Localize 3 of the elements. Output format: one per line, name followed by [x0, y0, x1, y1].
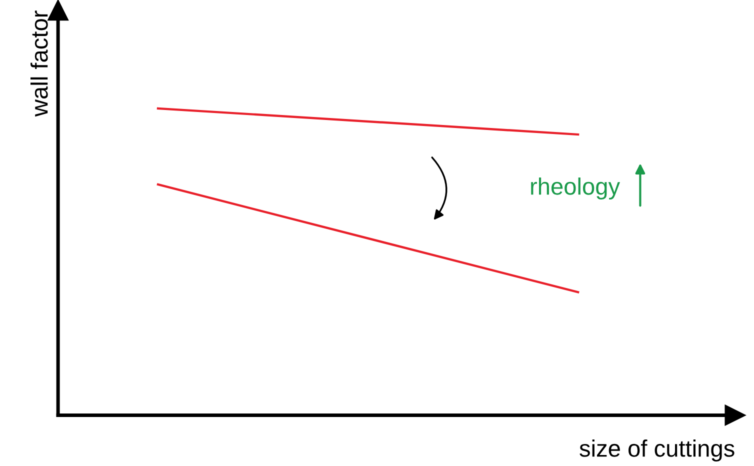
y-axis-title: wall factor — [30, 10, 48, 117]
annotation: rheology — [531, 177, 620, 200]
x-axis-title: size of cuttings — [580, 440, 734, 462]
